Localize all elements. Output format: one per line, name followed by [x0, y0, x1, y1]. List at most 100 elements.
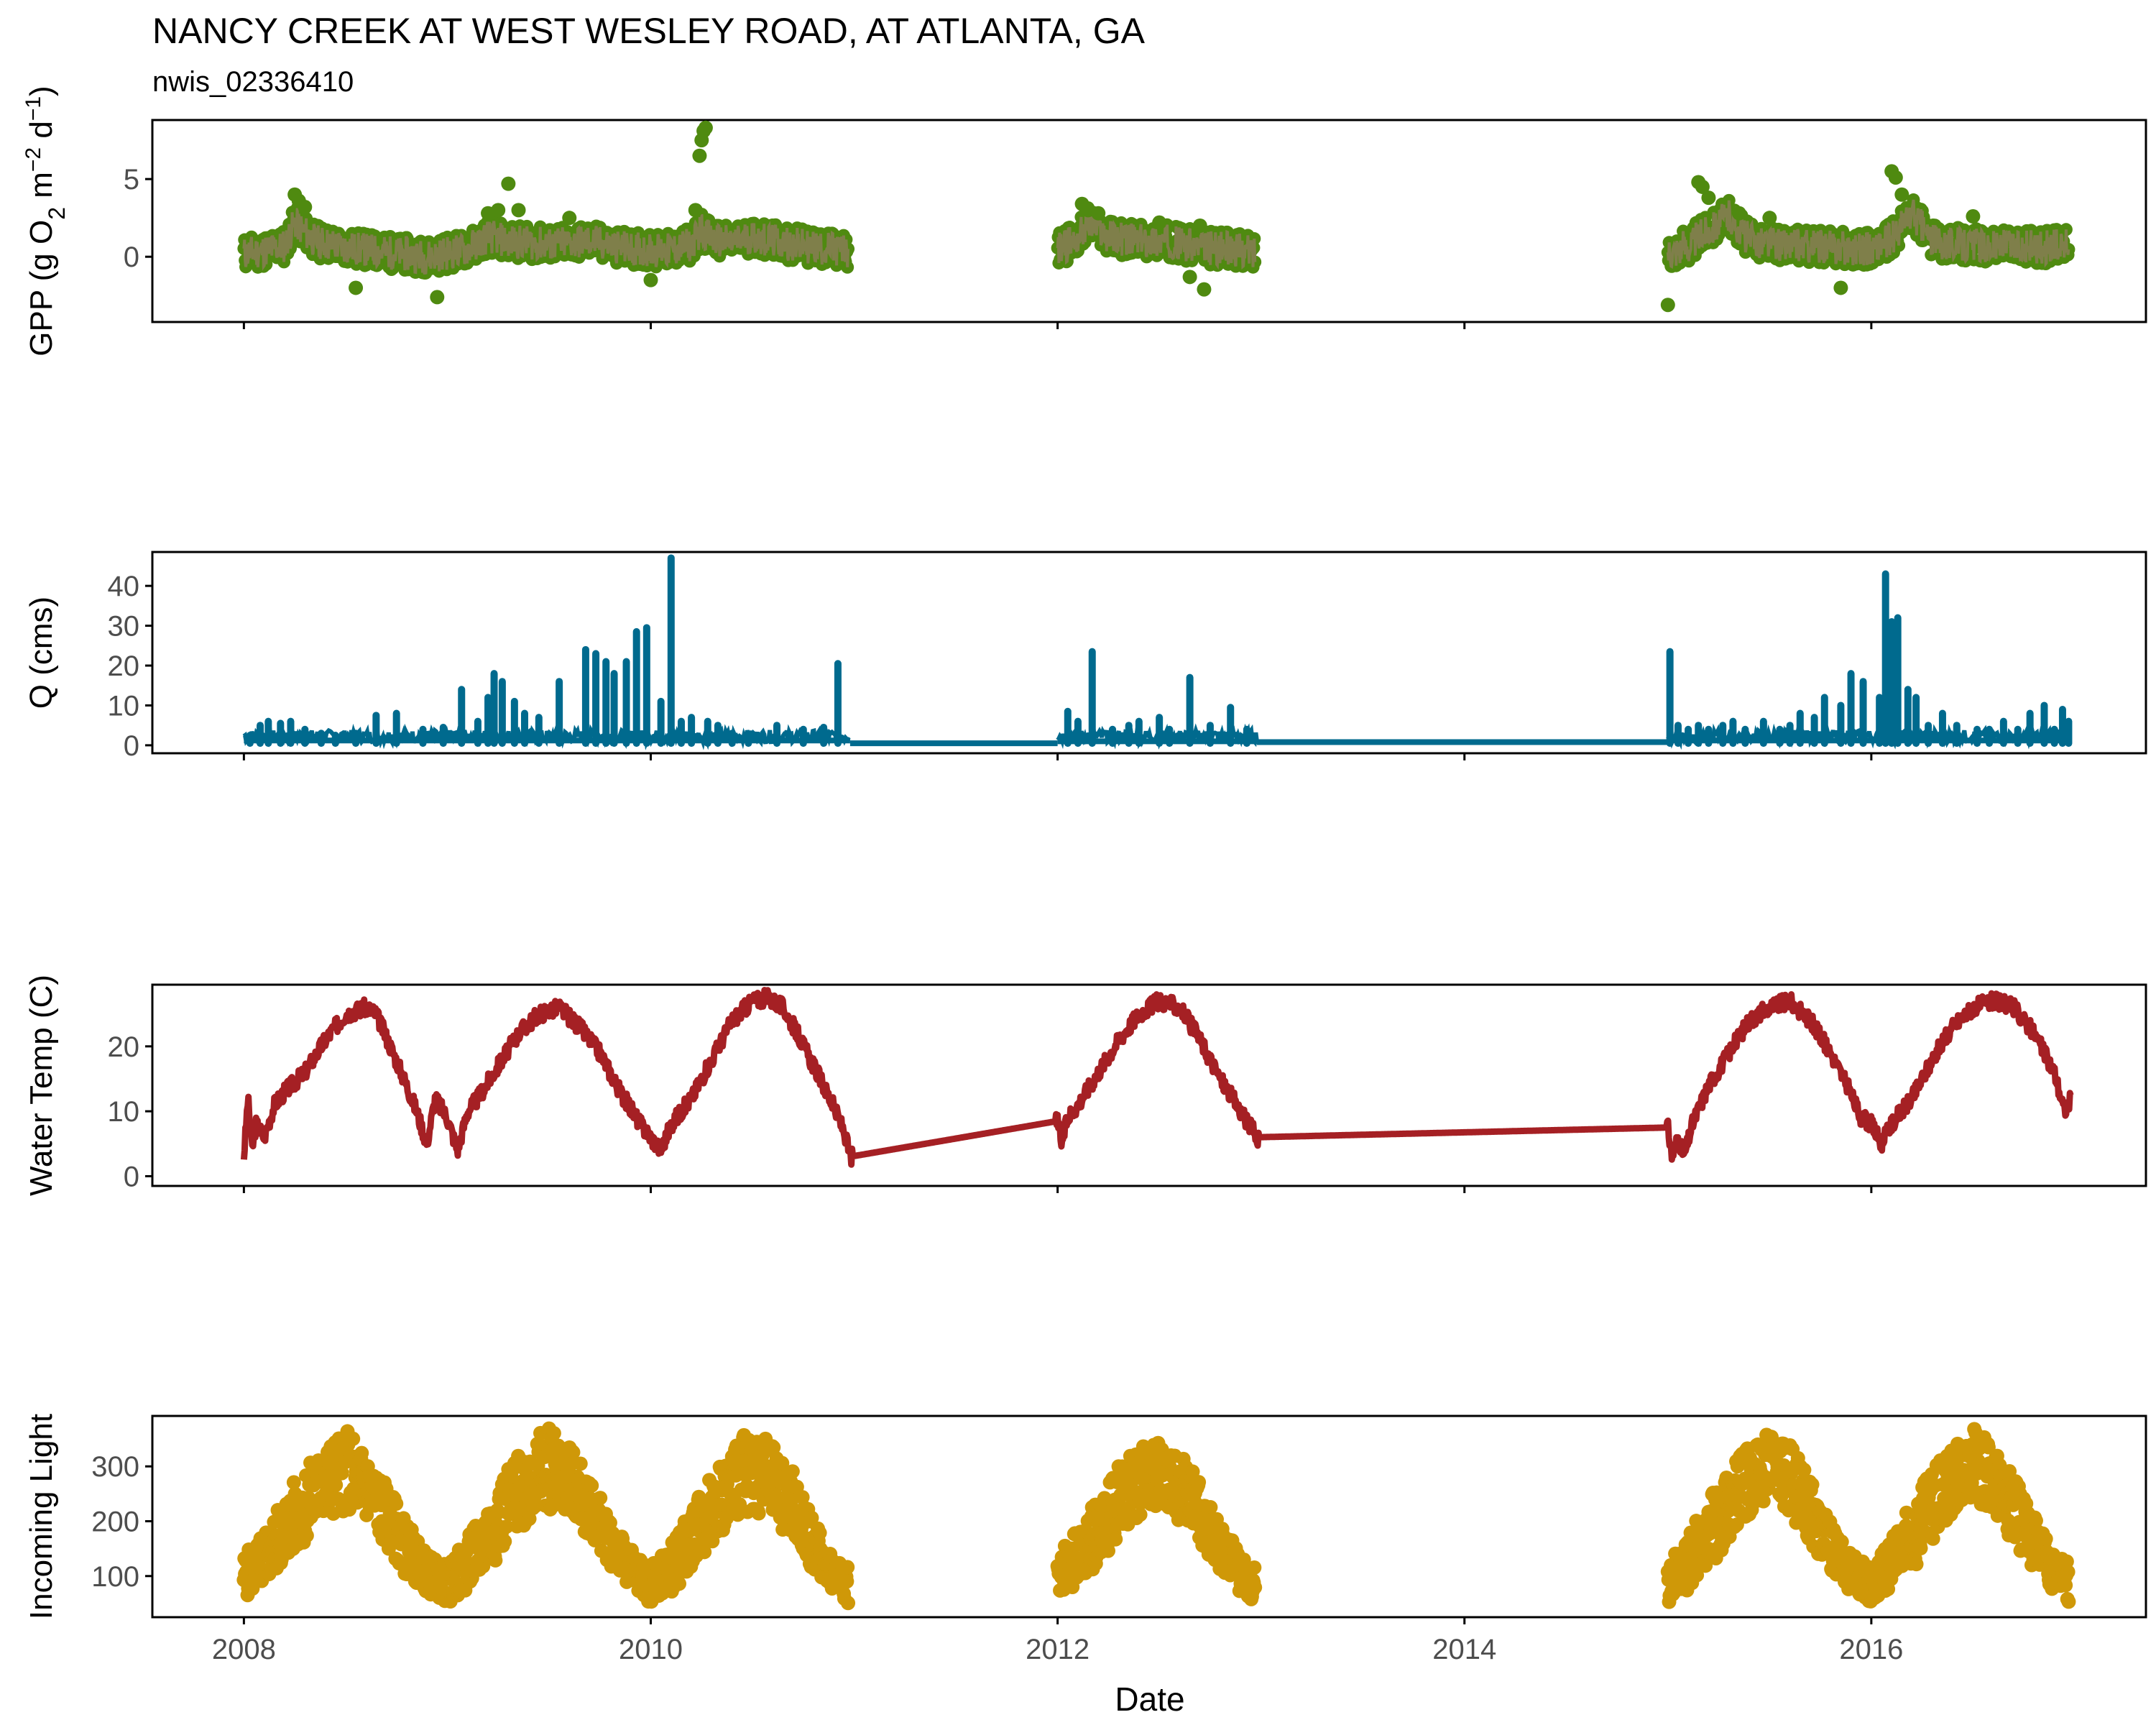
- gpp-point: [349, 280, 364, 295]
- light-point: [1690, 1568, 1705, 1583]
- panel-border: [151, 983, 2147, 1187]
- panel-incoming-light: 100 200 300 2008 2010 2012 2014 2016 Incoming Li…: [24, 1414, 2147, 1665]
- chart-title: NANCY CREEK AT WEST WESLEY ROAD, AT ATLA…: [152, 11, 1145, 51]
- light-point: [286, 1475, 301, 1490]
- light-point: [346, 1431, 361, 1446]
- panel-border: [151, 551, 2147, 755]
- light-point: [328, 1478, 344, 1493]
- light-point: [497, 1534, 512, 1549]
- light-point: [354, 1445, 369, 1460]
- gpp-point: [511, 203, 526, 218]
- gpp-point: [1833, 280, 1848, 295]
- light-point: [840, 1560, 855, 1575]
- series-light: [236, 1421, 2076, 1611]
- series-temp: [240, 987, 2074, 1168]
- light-point: [1133, 1507, 1148, 1522]
- x-axis-title: Date: [1115, 1680, 1184, 1718]
- y-tick-label: 10: [108, 1096, 140, 1128]
- light-point: [1185, 1464, 1200, 1479]
- panel-border: [151, 1414, 2147, 1619]
- y-tick-label: 30: [108, 611, 140, 643]
- light-point: [299, 1528, 314, 1543]
- gpp-line: [242, 208, 850, 275]
- y-tick-label: 0: [124, 242, 139, 273]
- panel-water-temp: 0 10 20 Water Temp (C): [24, 975, 2147, 1196]
- gpp-point: [698, 120, 713, 135]
- series-gpp: [237, 120, 2076, 313]
- y-tick-label: 0: [124, 730, 139, 762]
- y-tick-label: 300: [91, 1451, 139, 1483]
- light-point: [1797, 1463, 1812, 1478]
- light-point: [785, 1464, 800, 1479]
- gpp-point: [1894, 187, 1909, 202]
- light-point: [593, 1491, 608, 1506]
- x-tick-label: 2014: [1432, 1634, 1496, 1665]
- light-point: [566, 1445, 581, 1460]
- light-point: [841, 1596, 856, 1611]
- light-point: [766, 1440, 781, 1455]
- y-axis-title: Q (cms): [24, 597, 59, 709]
- light-point: [499, 1519, 514, 1534]
- gpp-line: [1056, 207, 1257, 270]
- light-point: [697, 1545, 712, 1560]
- light-point: [839, 1574, 854, 1589]
- light-point: [2060, 1564, 2076, 1579]
- y-tick-label: 10: [108, 690, 140, 722]
- gpp-point: [491, 203, 506, 218]
- y-axis-title: GPP (g O2 m−2 d−1): [22, 86, 70, 356]
- light-point: [2006, 1497, 2021, 1512]
- light-point: [2038, 1531, 2053, 1546]
- gpp-point: [692, 148, 707, 163]
- light-point: [672, 1576, 687, 1591]
- y-tick-label: 0: [124, 1161, 139, 1192]
- light-point: [719, 1511, 734, 1526]
- gpp-point: [643, 272, 658, 288]
- series-q: [242, 554, 2073, 750]
- panel-discharge: 0 10 20 30 40 Q (cms): [24, 551, 2147, 762]
- gpp-point: [1182, 270, 1197, 285]
- y-axis-title: Water Temp (C): [24, 975, 59, 1196]
- x-tick-label: 2010: [619, 1634, 683, 1665]
- light-point: [1247, 1560, 1262, 1575]
- gpp-point: [430, 290, 445, 305]
- light-point: [1248, 1580, 1263, 1595]
- light-point: [389, 1496, 404, 1512]
- light-point: [751, 1506, 766, 1521]
- gpp-point: [1695, 179, 1710, 194]
- panel-gpp: 0 5 GPP (g O2 m−2 d−1): [22, 86, 2147, 356]
- light-point: [1108, 1532, 1123, 1547]
- gpp-point: [1701, 190, 1716, 206]
- gpp-point: [501, 176, 516, 191]
- light-point: [1203, 1500, 1218, 1515]
- x-tick-label: 2012: [1026, 1634, 1089, 1665]
- light-point: [1756, 1494, 1771, 1509]
- x-tick-label: 2016: [1839, 1634, 1903, 1665]
- gpp-point: [1731, 206, 1746, 221]
- light-point: [1925, 1531, 1940, 1546]
- y-axis-title: Incoming Light: [24, 1414, 59, 1619]
- light-point: [334, 1466, 349, 1481]
- light-point: [1192, 1475, 1207, 1490]
- gpp-point: [1091, 206, 1106, 221]
- panel-border: [151, 119, 2147, 323]
- light-point: [804, 1510, 819, 1525]
- light-point: [546, 1426, 561, 1441]
- light-point: [1913, 1541, 1928, 1556]
- y-tick-label: 20: [108, 650, 140, 682]
- gpp-point: [1888, 170, 1903, 185]
- gpp-point: [1966, 209, 1981, 224]
- temp-line: [240, 987, 2074, 1168]
- light-point: [1834, 1535, 1849, 1550]
- gpp-point: [1762, 211, 1777, 226]
- gpp-point: [1660, 298, 1675, 313]
- gpp-point: [562, 211, 577, 226]
- light-point: [775, 1455, 790, 1471]
- light-point: [2061, 1594, 2076, 1609]
- light-point: [812, 1525, 827, 1540]
- light-point: [1698, 1558, 1713, 1573]
- light-point: [1909, 1557, 1924, 1572]
- light-point: [1805, 1477, 1820, 1492]
- gpp-point: [1192, 218, 1207, 233]
- light-point: [584, 1478, 599, 1493]
